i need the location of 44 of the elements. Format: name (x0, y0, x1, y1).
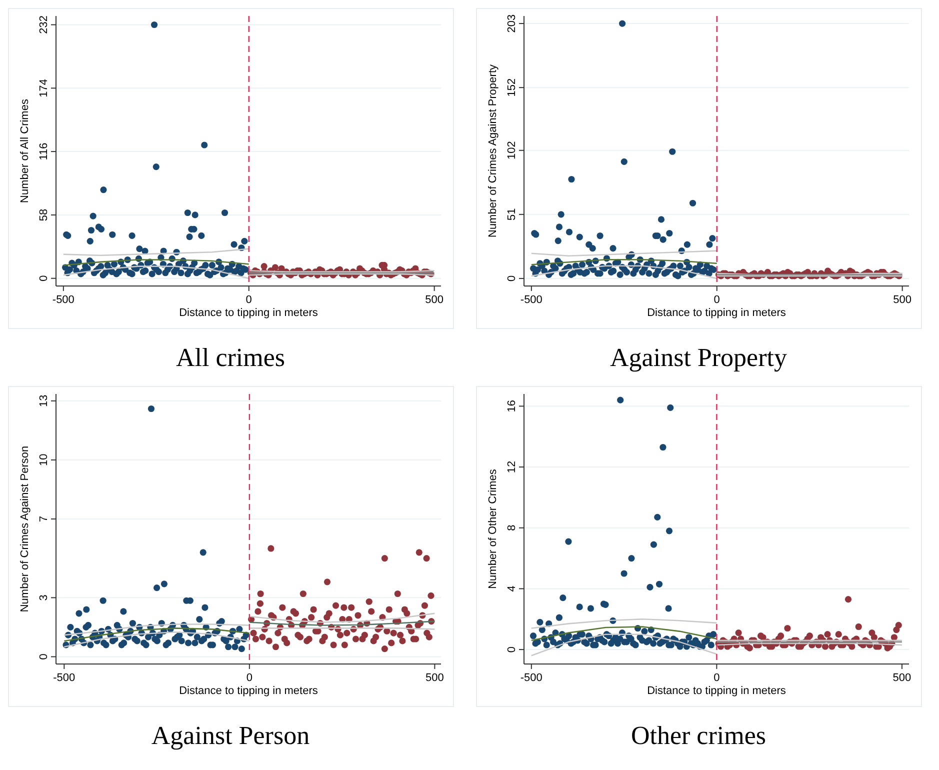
y-tick-label: 3 (38, 594, 50, 601)
y-tick-label: 10 (38, 454, 50, 466)
x-axis-title: Distance to tipping in meters (647, 307, 786, 319)
y-axis-title: Number of All Crimes (19, 98, 31, 203)
x-axis-title: Distance to tipping in meters (179, 307, 318, 319)
y-tick-label: 4 (506, 586, 518, 592)
y-tick-label: 51 (506, 208, 518, 221)
text: All crimes (176, 343, 286, 372)
x-tick-label: 500 (426, 672, 444, 684)
x-axis-title: Distance to tipping in meters (179, 685, 318, 697)
y-tick-label: 16 (506, 400, 518, 412)
x-tick-label: 0 (714, 672, 720, 684)
x-tick-label: -500 (52, 294, 74, 306)
y-tick-label: 116 (38, 142, 50, 160)
y-tick-label: 0 (38, 275, 50, 282)
y-axis-title: Number of Crimes Against Person (19, 446, 31, 612)
y-tick-label: 7 (38, 516, 50, 522)
x-axis-title: Distance to tipping in meters (647, 685, 786, 697)
x-tick-label: -500 (520, 672, 542, 684)
y-tick-label: 0 (506, 275, 518, 282)
x-tick-label: 500 (425, 294, 444, 306)
y-tick-label: 58 (38, 208, 50, 222)
x-tick-label: -500 (53, 672, 76, 684)
y-tick-label: 13 (38, 394, 50, 408)
y-tick-label: 0 (506, 646, 518, 653)
y-axis-title: Number of Crimes Against Property (487, 64, 499, 238)
y-tick-label: 8 (506, 524, 518, 531)
x-tick-label: 0 (246, 294, 252, 306)
text: Against Property (610, 343, 787, 372)
y-tick-label: 232 (38, 16, 50, 34)
text: Against Person (151, 721, 310, 750)
y-tick-label: 203 (506, 14, 518, 33)
text: Other crimes (630, 721, 766, 750)
y-tick-label: 152 (506, 78, 518, 97)
x-tick-label: 0 (246, 672, 252, 684)
y-tick-label: 12 (506, 460, 518, 474)
y-tick-label: 174 (38, 78, 50, 98)
y-axis-title: Number of Other Crimes (487, 468, 499, 589)
y-tick-label: 102 (506, 141, 518, 160)
x-tick-label: 0 (714, 294, 720, 306)
x-tick-label: -500 (520, 294, 542, 306)
y-tick-label: 0 (38, 654, 50, 660)
x-tick-label: 500 (892, 672, 912, 684)
x-tick-label: 500 (893, 294, 912, 306)
